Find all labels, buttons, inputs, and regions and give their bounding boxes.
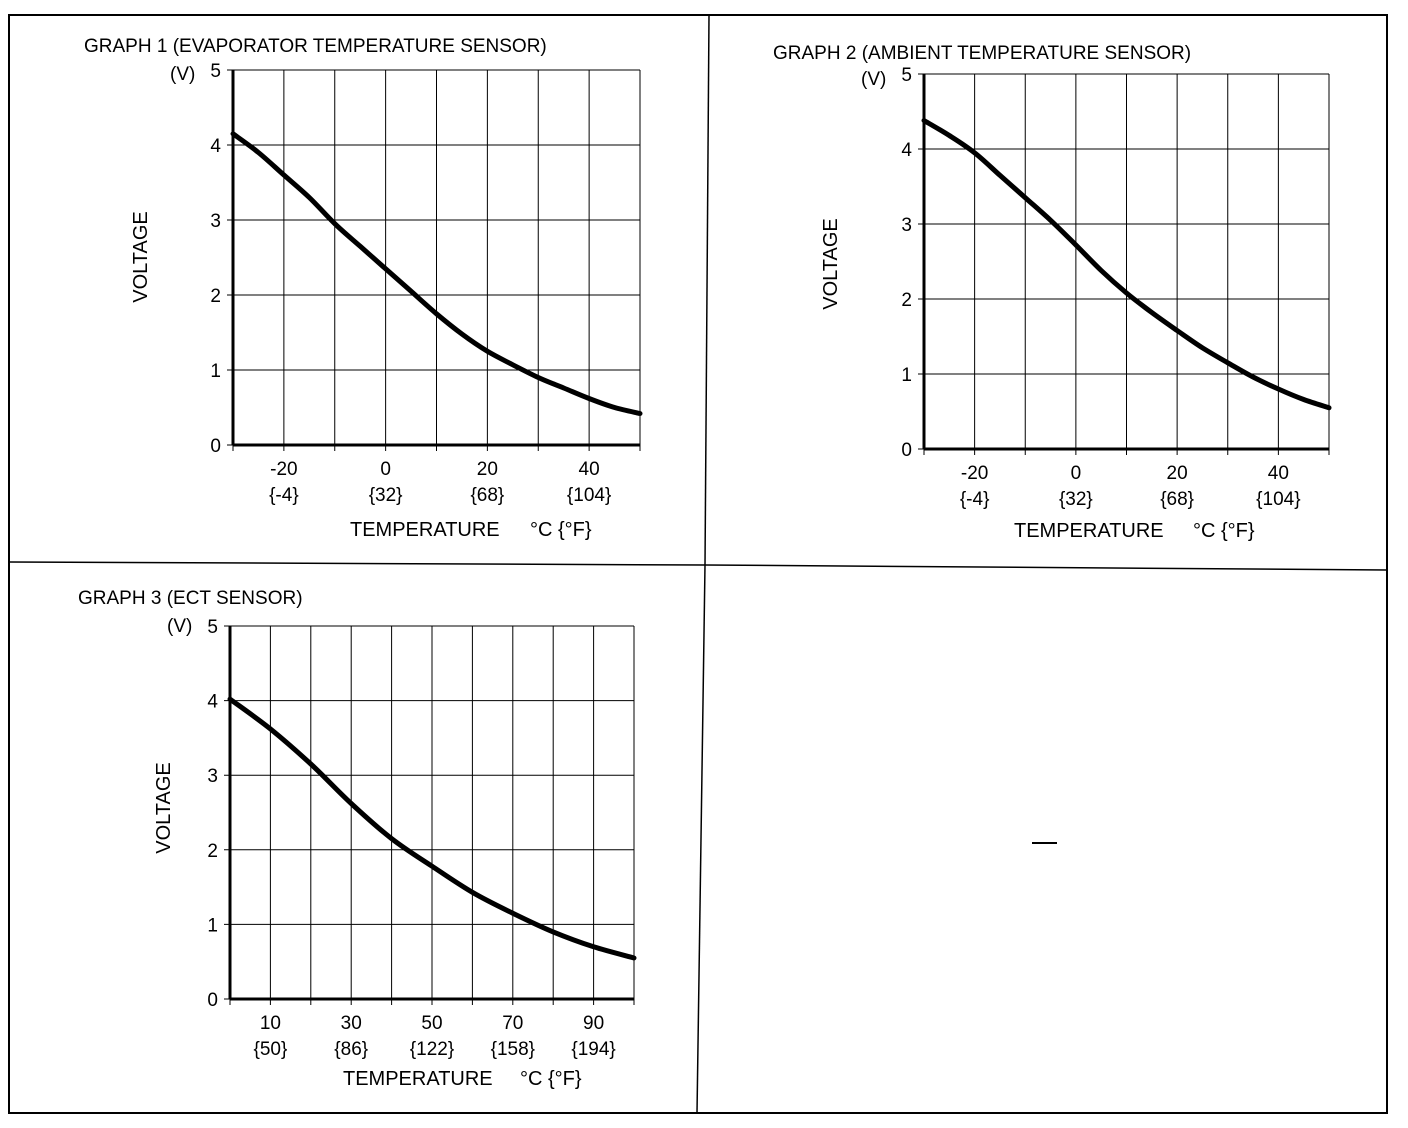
y-axis-label: VOLTAGE bbox=[820, 218, 842, 310]
y-tick-label: 0 bbox=[207, 990, 218, 1011]
x-tick-label: 20 bbox=[477, 459, 498, 480]
y-tick-label: 5 bbox=[210, 61, 221, 82]
x-tick-sublabel: {-4} bbox=[269, 485, 299, 506]
y-unit-label: (V) bbox=[861, 69, 886, 90]
graph-3-ect: GRAPH 3 (ECT SENSOR) (V) VOLTAGE TEMPERA… bbox=[78, 588, 637, 1090]
y-unit-label: (V) bbox=[167, 616, 192, 637]
x-axis-label: TEMPERATURE bbox=[343, 1068, 493, 1090]
y-axis-label: VOLTAGE bbox=[130, 211, 152, 303]
x-tick-sublabel: {32} bbox=[369, 485, 403, 506]
panel-frame bbox=[8, 14, 1388, 1114]
x-tick-label: 40 bbox=[1268, 463, 1289, 484]
x-tick-sublabel: {194} bbox=[571, 1039, 615, 1060]
x-axis-label: TEMPERATURE bbox=[350, 519, 500, 541]
x-tick-label: 30 bbox=[341, 1013, 362, 1034]
chart-title: GRAPH 1 (EVAPORATOR TEMPERATURE SENSOR) bbox=[84, 36, 547, 57]
x-tick-sublabel: {158} bbox=[491, 1039, 535, 1060]
outer-border bbox=[8, 14, 1388, 1114]
x-tick-sublabel: {104} bbox=[567, 485, 611, 506]
y-tick-label: 2 bbox=[901, 290, 912, 311]
x-unit-label: °C {°F} bbox=[520, 1068, 582, 1090]
series-line bbox=[921, 118, 1332, 411]
series-line bbox=[230, 131, 643, 416]
y-tick-label: 1 bbox=[901, 365, 912, 386]
x-tick-sublabel: {68} bbox=[470, 485, 504, 506]
y-tick-label: 1 bbox=[207, 915, 218, 936]
x-tick-sublabel: {-4} bbox=[960, 489, 990, 510]
horizontal-divider-left bbox=[8, 561, 706, 566]
y-tick-label: 3 bbox=[210, 211, 221, 232]
x-unit-label: °C {°F} bbox=[1193, 520, 1255, 542]
x-tick-label: -20 bbox=[270, 459, 297, 480]
x-tick-label: 10 bbox=[260, 1013, 281, 1034]
x-tick-label: -20 bbox=[961, 463, 988, 484]
y-tick-label: 5 bbox=[207, 617, 218, 638]
chart-title: GRAPH 2 (AMBIENT TEMPERATURE SENSOR) bbox=[773, 43, 1191, 64]
vertical-divider-bottom bbox=[696, 564, 706, 1114]
series-line bbox=[227, 696, 637, 961]
x-tick-sublabel: {122} bbox=[410, 1039, 454, 1060]
y-tick-label: 5 bbox=[901, 65, 912, 86]
y-tick-label: 2 bbox=[210, 286, 221, 307]
x-tick-label: 20 bbox=[1167, 463, 1188, 484]
x-tick-sublabel: {32} bbox=[1059, 489, 1093, 510]
x-tick-label: 0 bbox=[380, 459, 391, 480]
x-tick-label: 40 bbox=[579, 459, 600, 480]
vertical-divider-top bbox=[704, 14, 710, 566]
y-tick-label: 4 bbox=[210, 136, 221, 157]
x-tick-label: 0 bbox=[1071, 463, 1082, 484]
y-tick-label: 4 bbox=[207, 692, 218, 713]
y-unit-label: (V) bbox=[170, 64, 195, 85]
y-tick-label: 2 bbox=[207, 841, 218, 862]
y-tick-label: 0 bbox=[210, 436, 221, 457]
y-tick-label: 4 bbox=[901, 140, 912, 161]
chart-title: GRAPH 3 (ECT SENSOR) bbox=[78, 588, 303, 609]
y-axis-label: VOLTAGE bbox=[153, 762, 175, 854]
x-tick-sublabel: {68} bbox=[1160, 489, 1194, 510]
x-unit-label: °C {°F} bbox=[530, 519, 592, 541]
x-tick-sublabel: {86} bbox=[334, 1039, 368, 1060]
y-tick-label: 1 bbox=[210, 361, 221, 382]
x-tick-sublabel: {50} bbox=[253, 1039, 287, 1060]
y-tick-label: 0 bbox=[901, 440, 912, 461]
x-tick-sublabel: {104} bbox=[1256, 489, 1300, 510]
y-tick-label: 3 bbox=[901, 215, 912, 236]
graph-2-ambient: GRAPH 2 (AMBIENT TEMPERATURE SENSOR) (V)… bbox=[773, 43, 1332, 542]
x-tick-label: 50 bbox=[421, 1013, 442, 1034]
graph-1-evaporator: GRAPH 1 (EVAPORATOR TEMPERATURE SENSOR) … bbox=[84, 36, 643, 541]
x-tick-label: 70 bbox=[502, 1013, 523, 1034]
horizontal-divider-right bbox=[704, 564, 1388, 571]
x-axis-label: TEMPERATURE bbox=[1014, 520, 1164, 542]
y-tick-label: 3 bbox=[207, 766, 218, 787]
x-tick-label: 90 bbox=[583, 1013, 604, 1034]
